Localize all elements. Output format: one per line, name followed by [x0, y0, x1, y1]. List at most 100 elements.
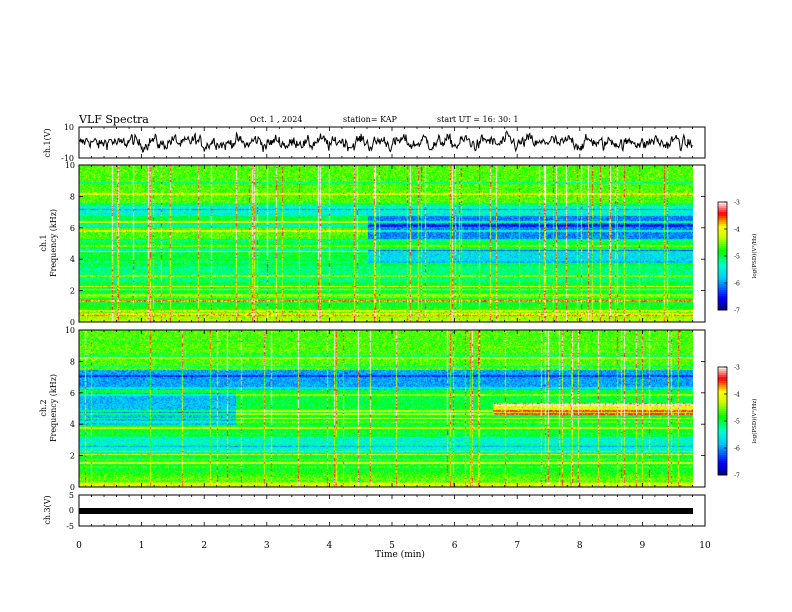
date-label: Oct. 1 , 2024 — [250, 115, 302, 124]
ch2-colorbar-swatch — [718, 463, 727, 466]
ch2-colorbar-swatch — [718, 461, 727, 464]
ch1-spec-ytick-label: 8 — [70, 192, 75, 201]
ch2-colorbar-swatch — [718, 375, 727, 378]
ch2-colorbar-swatch — [718, 369, 727, 372]
time-xtick-label: 9 — [640, 541, 646, 551]
ch2-colorbar-swatch — [718, 437, 727, 440]
ch2-colorbar-swatch — [718, 439, 727, 442]
ch1-colorbar-swatch — [718, 292, 727, 295]
ch1-colorbar-swatch — [718, 240, 727, 243]
ch1-colorbar-swatch — [718, 304, 727, 307]
ch2-colorbar-swatch — [718, 395, 727, 398]
ch1-colorbar-swatch — [718, 232, 727, 235]
ch2-colorbar-swatch — [718, 385, 727, 388]
ch1-colorbar-swatch — [718, 202, 727, 205]
ch2-colorbar-swatch — [718, 469, 727, 472]
ch2-spec-ytick-label: 10 — [65, 326, 75, 335]
ch3-ytick-mid: 0 — [69, 506, 74, 515]
ch2-colorbar-swatch — [718, 445, 727, 448]
ch1-colorbar-swatch — [718, 262, 727, 265]
ch2-colorbar-swatch — [718, 459, 727, 462]
ch2-colorbar-swatch — [718, 405, 727, 408]
ch2-spectrogram-panel: 0 2 4 6 8 10 ch.2 Frequency (kHz) -3 -4 -5 -6 -7 l… — [39, 326, 758, 492]
time-xtick-label: 4 — [327, 541, 333, 551]
ch1-colorbar-tick-label: -4 — [734, 227, 740, 234]
ch1-colorbar-swatch — [718, 208, 727, 211]
ch2-colorbar-swatch — [718, 411, 727, 414]
ch1-spectrogram-channel-label: ch.1 — [39, 234, 48, 251]
ch1-spec-ytick-label: 10 — [65, 161, 75, 170]
ch1-colorbar: -3 -4 -5 -6 -7 log(PSD)(V²/Hz) — [717, 200, 758, 315]
ch1-colorbar-swatch — [718, 260, 727, 263]
time-xtick-label: 6 — [452, 541, 458, 551]
ch2-colorbar-swatch — [718, 419, 727, 422]
ch2-colorbar-swatch — [718, 415, 727, 418]
ch1-colorbar-swatch — [718, 244, 727, 247]
ch1-colorbar-swatch — [718, 214, 727, 217]
ch2-colorbar-swatch — [718, 453, 727, 456]
ch1-colorbar-swatch — [718, 298, 727, 301]
ch2-spec-ytick-label: 0 — [70, 483, 75, 492]
figure-title: VLF Spectra — [78, 113, 149, 126]
ch2-colorbar-swatch — [718, 413, 727, 416]
ch1-colorbar-swatch — [718, 238, 727, 241]
time-xtick-label: 8 — [577, 541, 583, 551]
ch1-colorbar-swatch — [718, 288, 727, 291]
ch1-ytick-bottom: -10 — [61, 154, 74, 163]
ch1-colorbar-swatch — [718, 270, 727, 273]
time-xtick-label: 1 — [139, 541, 145, 551]
ch2-colorbar-swatch — [718, 387, 727, 390]
ch2-colorbar-swatch — [718, 399, 727, 402]
ch1-colorbar-swatch — [718, 252, 727, 255]
ch2-colorbar-swatch — [718, 435, 727, 438]
ch1-colorbar-swatch — [718, 248, 727, 251]
ch1-colorbar-swatch — [718, 282, 727, 285]
ch2-colorbar-tick-label: -7 — [734, 473, 740, 480]
station-label: station= KAP — [343, 115, 398, 124]
ch1-colorbar-swatch — [718, 222, 727, 225]
ch1-colorbar-swatch — [718, 216, 727, 219]
start-ut-label: start UT = 16: 30: 1 — [437, 115, 518, 124]
ch1-spec-ytick-label: 4 — [70, 255, 75, 264]
ch2-colorbar-swatch — [718, 383, 727, 386]
ch2-colorbar-swatch — [718, 407, 727, 410]
ch1-voltage-ylabel: ch.1(V) — [43, 128, 52, 157]
ch1-colorbar-swatch — [718, 296, 727, 299]
ch1-spectrogram-panel: 0 2 4 6 8 10 ch.1 Frequency (kHz) -3 -4 -5 -6 -7 l… — [39, 161, 758, 327]
ch1-spec-ytick-label: 2 — [70, 287, 75, 296]
ch1-colorbar-swatch — [718, 280, 727, 283]
ch2-colorbar-swatch — [718, 421, 727, 424]
ch2-colorbar-swatch — [718, 377, 727, 380]
ch1-colorbar-swatch — [718, 308, 727, 311]
ch1-colorbar-swatch — [718, 306, 727, 309]
ch2-colorbar-swatch — [718, 465, 727, 468]
ch3-ytick-bottom: -5 — [66, 522, 74, 531]
ch2-colorbar-swatch — [718, 451, 727, 454]
ch2-colorbar-tick-label: -5 — [734, 419, 740, 426]
time-x-axis: 0 1 2 3 4 5 6 7 8 9 10 — [76, 541, 711, 551]
ch2-colorbar-swatch — [718, 471, 727, 474]
ch1-colorbar-swatch — [718, 242, 727, 245]
ch2-colorbar-swatch — [718, 423, 727, 426]
ch3-waveform-panel: 5 0 -5 ch.3(V) — [43, 491, 706, 531]
ch1-colorbar-swatch — [718, 250, 727, 253]
time-x-axis-label: Time (min) — [375, 549, 425, 560]
ch3-voltage-ylabel: ch.3(V) — [43, 495, 52, 524]
ch3-waveform-trace — [79, 508, 693, 514]
ch2-colorbar-swatch — [718, 401, 727, 404]
ch2-colorbar-label: log(PSD)(V²/Hz) — [751, 399, 758, 444]
time-xtick-label: 3 — [264, 541, 270, 551]
ch1-colorbar-swatch — [718, 234, 727, 237]
ch2-spec-ytick-label: 8 — [70, 357, 75, 366]
ch2-colorbar-swatch — [718, 447, 727, 450]
ch1-colorbar-swatch — [718, 206, 727, 209]
ch2-colorbar-swatch — [718, 373, 727, 376]
ch1-colorbar-swatch — [718, 218, 727, 221]
ch1-waveform-line — [78, 130, 693, 153]
ch2-colorbar-swatch — [718, 457, 727, 460]
ch2-colorbar-swatch — [718, 371, 727, 374]
ch2-colorbar-swatch — [718, 443, 727, 446]
ch1-colorbar-swatch — [718, 256, 727, 259]
ch2-colorbar-swatch — [718, 397, 727, 400]
ch2-colorbar-swatch — [718, 409, 727, 412]
